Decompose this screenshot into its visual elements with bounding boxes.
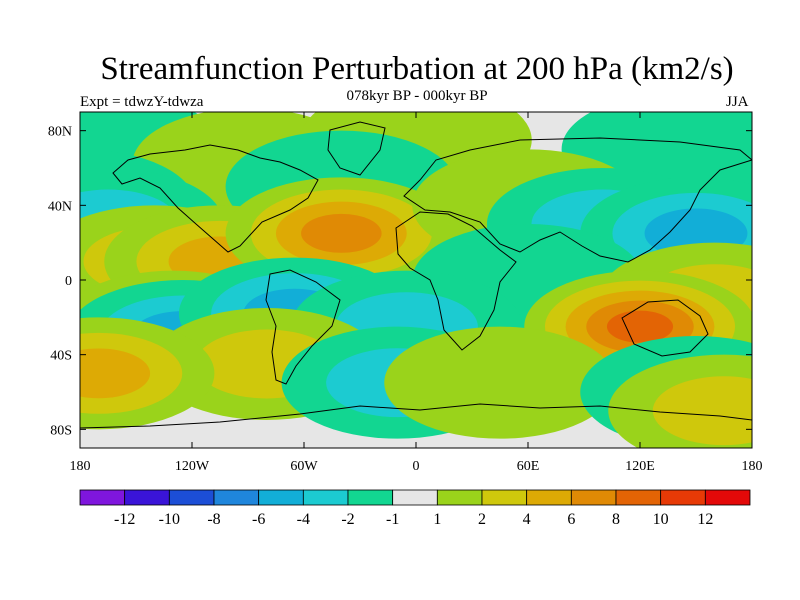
colorbar-label: -12 [114, 511, 135, 528]
chart-subtitle: 078kyr BP - 000kyr BP [346, 88, 488, 104]
x-tick-label: 120E [625, 459, 655, 474]
colorbar-segment [704, 489, 751, 506]
colorbar-segment [481, 489, 528, 506]
colorbar-segment [258, 489, 304, 506]
eurasia-coastline [403, 137, 752, 263]
contour-fill [652, 376, 752, 446]
colorbar-label: 4 [523, 511, 531, 528]
x-tick-label: 120W [175, 459, 210, 474]
season-label: JJA [726, 94, 749, 110]
contour-fill [606, 310, 674, 343]
x-axis: 180 120W 60W 0 60E 120E 180 [70, 112, 763, 474]
colorbar-segment [436, 489, 483, 506]
colorbar-label: -8 [207, 511, 220, 528]
map-area [80, 112, 752, 448]
chart-title: Streamfunction Perturbation at 200 hPa (… [100, 51, 734, 87]
colorbar-label: 12 [697, 511, 713, 528]
y-tick-label: 0 [65, 274, 72, 289]
colorbar-label: 6 [567, 511, 575, 528]
y-tick-label: 40S [50, 349, 72, 364]
contour-fill [80, 348, 151, 399]
y-axis: 80N 40N 0 40S 80S [48, 125, 752, 438]
colorbar-segment [392, 489, 438, 506]
colorbar-segment [526, 489, 572, 506]
colorbar-label: -1 [386, 511, 399, 528]
colorbar-label: -2 [341, 511, 354, 528]
y-tick-label: 80N [48, 125, 72, 140]
x-tick-label: 180 [742, 459, 763, 474]
colorbar-label: 2 [478, 511, 486, 528]
africa-coastline [395, 211, 517, 351]
colorbar-segment [213, 489, 260, 506]
colorbar-label: 1 [433, 511, 441, 528]
colorbar-segment [570, 489, 617, 506]
south-america-coastline [265, 269, 341, 385]
colorbar-segment [660, 489, 706, 506]
colorbar-label: -6 [252, 511, 265, 528]
y-tick-label: 40N [48, 199, 72, 214]
colorbar-segment [615, 489, 662, 506]
x-tick-label: 60E [517, 459, 540, 474]
greenland-coastline [327, 121, 386, 176]
x-tick-label: 0 [413, 459, 420, 474]
x-tick-label: 180 [70, 459, 91, 474]
colorbar-label: -10 [159, 511, 180, 528]
coastlines [80, 121, 752, 429]
contour-fields [80, 112, 752, 448]
antarctica-coastline [80, 403, 752, 429]
y-tick-label: 80S [50, 423, 72, 438]
x-tick-label: 60W [290, 459, 318, 474]
colorbar-segment [347, 489, 394, 506]
contour-fill [301, 213, 382, 253]
colorbar-segment [302, 489, 349, 506]
colorbar-segment [79, 489, 126, 506]
colorbar-segment [124, 489, 170, 506]
north-america-coastline [112, 144, 319, 253]
colorbar-segment [168, 489, 215, 506]
colorbar-label: 8 [612, 511, 620, 528]
colorbar: -12 -10 -8 -6 -4 -2 -1 1 2 4 6 8 10 12 [79, 489, 751, 528]
experiment-label: Expt = tdwzY-tdwza [80, 94, 204, 110]
colorbar-label: -4 [297, 511, 310, 528]
colorbar-label: 10 [653, 511, 669, 528]
australia-coastline [621, 299, 709, 357]
contour-fill [384, 326, 616, 439]
